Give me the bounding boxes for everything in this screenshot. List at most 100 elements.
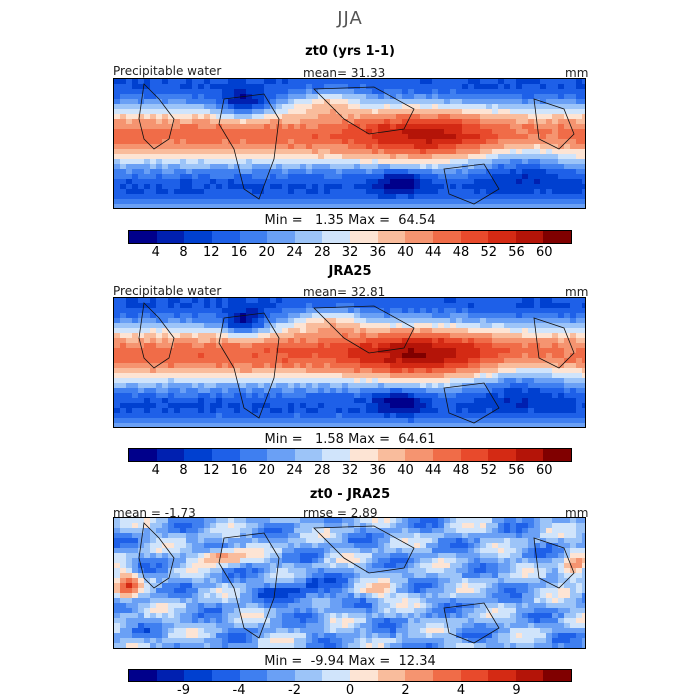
colorbar-tick-label: 12 [202,245,220,260]
colorbar-tick-label: 20 [258,245,276,260]
panel-2-map-field [114,298,585,427]
colorbar-swatch [129,670,157,681]
colorbar-swatch [184,670,212,681]
colorbar-tick-label: 9 [512,683,521,698]
colorbar-tick-label: 20 [258,463,276,478]
colorbar-tick-label: 32 [341,463,359,478]
colorbar-tick-label: 60 [535,245,553,260]
colorbar-swatch [294,449,323,461]
colorbar-tick-label: 36 [369,463,387,478]
colorbar-swatch [515,670,544,681]
colorbar-tick-label: 40 [397,463,414,478]
colorbar-tick-label: 28 [313,463,331,478]
panel-1-title: zt0 (yrs 1-1) [305,44,395,59]
colorbar-swatch [294,670,323,681]
colorbar-tick-label: 52 [480,245,498,260]
panel-3-mean: mean = -1.73 [113,506,196,520]
panel-2-colorbar-ticks: 4 8 12 16 20 24 28 32 36 40 44 48 52 56 60 [128,463,572,479]
colorbar-swatch [543,449,571,461]
colorbar-swatch [405,670,433,681]
panel-1-units: mm [565,66,589,80]
colorbar-swatch [322,231,350,243]
colorbar-swatch [488,231,516,243]
panel-2-title: JRA25 [328,264,372,279]
colorbar-tick-label: 24 [286,463,303,478]
colorbar-tick-label: -2 [288,683,301,698]
colorbar-tick-label: 60 [535,463,553,478]
colorbar-swatch [156,670,185,681]
colorbar-swatch [460,449,489,461]
colorbar-tick-label: 48 [452,245,470,260]
panel-3-map-field [114,518,585,648]
colorbar-tick-label: 56 [508,245,525,260]
panel-1-colorbar [128,230,572,244]
colorbar-swatch [239,670,268,681]
colorbar-swatch [211,670,240,681]
colorbar-swatch [211,231,240,243]
colorbar-swatch [322,670,350,681]
colorbar-tick-label: 52 [480,463,498,478]
colorbar-swatch [377,449,406,461]
colorbar-swatch [543,670,571,681]
colorbar-swatch [432,449,461,461]
colorbar-tick-label: 48 [452,463,470,478]
colorbar-tick-label: 8 [179,463,188,478]
colorbar-swatch [156,449,185,461]
panel-3-rmse: rmse = 2.89 [303,506,378,520]
panel-1-map [113,78,586,209]
panel-2-mean: mean= 32.81 [303,285,386,299]
colorbar-swatch [432,231,461,243]
colorbar-tick-label: 44 [424,463,442,478]
colorbar-swatch [432,670,461,681]
panel-3-colorbar-ticks: -9 -4 -2 0 2 4 9 [128,683,572,699]
colorbar-tick-label: 16 [230,463,248,478]
colorbar-tick-label: -4 [232,683,246,698]
panel-3-map [113,517,586,649]
colorbar-tick-label: 4 [456,683,466,698]
colorbar-swatch [377,231,406,243]
colorbar-swatch [239,231,268,243]
colorbar-swatch [322,449,350,461]
colorbar-swatch [184,449,212,461]
colorbar-tick-label: 4 [151,463,160,478]
figure-title: JJA [337,8,363,29]
colorbar-swatch [239,449,268,461]
panel-2-minmax: Min = 1.58 Max = 64.61 [264,432,436,447]
colorbar-tick-label: -9 [177,683,190,698]
colorbar-swatch [211,449,240,461]
panel-2-colorbar [128,448,572,462]
colorbar-tick-label: 44 [424,245,442,260]
colorbar-tick-label: 24 [286,245,303,260]
panel-1-field-label: Precipitable water [113,64,222,78]
colorbar-swatch [184,231,212,243]
colorbar-tick-label: 16 [230,245,248,260]
panel-3-colorbar [128,669,572,682]
colorbar-swatch [515,449,544,461]
panel-2-field-label: Precipitable water [113,284,222,298]
colorbar-swatch [294,231,323,243]
colorbar-swatch [267,670,295,681]
colorbar-swatch [515,231,544,243]
colorbar-swatch [350,231,378,243]
panel-1-colorbar-ticks: 4 8 12 16 20 24 28 32 36 40 44 48 52 56 60 [128,245,572,261]
panel-3-title: zt0 - JRA25 [309,487,391,502]
colorbar-swatch [460,670,489,681]
colorbar-swatch [543,231,571,243]
colorbar-tick-label: 12 [202,463,220,478]
colorbar-tick-label: 32 [341,245,359,260]
colorbar-swatch [350,449,378,461]
panel-1-minmax: Min = 1.35 Max = 64.54 [264,213,436,228]
colorbar-tick-label: 8 [179,245,188,260]
colorbar-tick-label: 4 [151,245,160,260]
colorbar-swatch [267,231,295,243]
panel-1-mean: mean= 31.33 [303,66,386,80]
colorbar-tick-label: 40 [397,245,414,260]
colorbar-swatch [156,231,185,243]
colorbar-swatch [488,449,516,461]
colorbar-swatch [460,231,489,243]
panel-3-units: mm [565,506,589,520]
colorbar-swatch [129,231,157,243]
colorbar-tick-label: 56 [508,463,525,478]
colorbar-tick-label: 0 [345,683,355,698]
panel-2-map [113,297,586,428]
